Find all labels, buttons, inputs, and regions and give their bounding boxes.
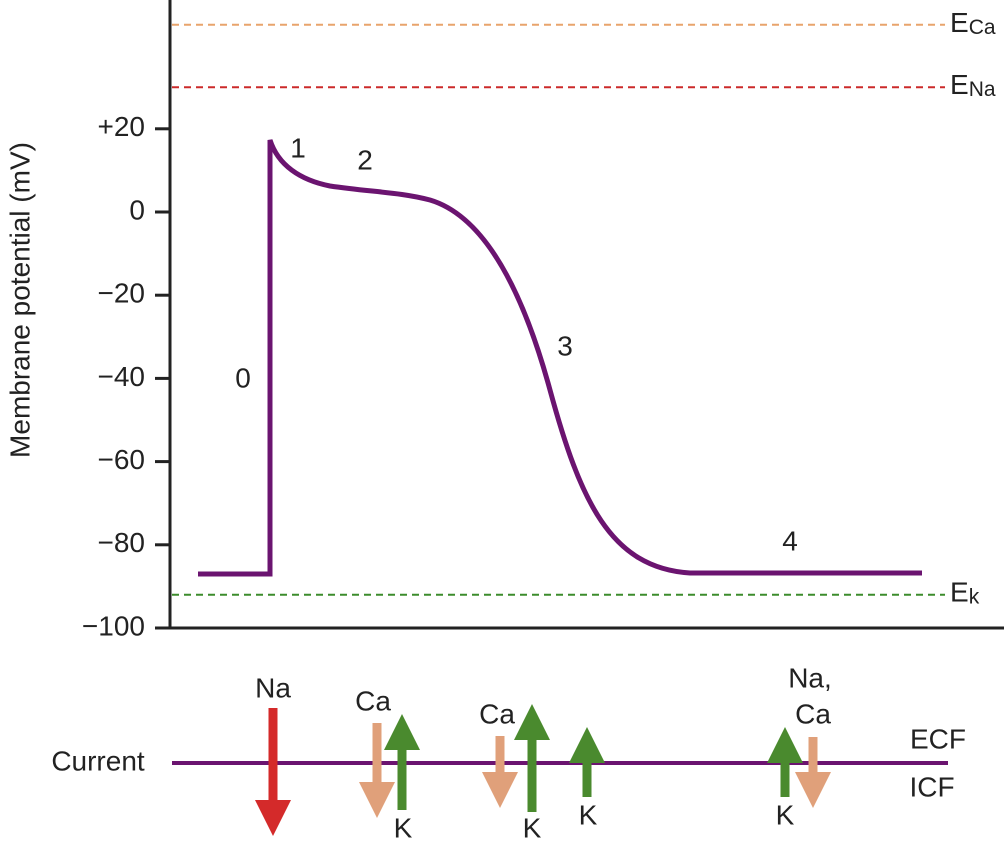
phase-label: 2	[357, 144, 373, 175]
equilibrium-label: ECa	[950, 7, 996, 38]
icf-label: ICF	[909, 771, 954, 802]
equilibrium-label: Ek	[950, 577, 980, 608]
ion-label: Ca	[355, 685, 391, 716]
y-tick-label: −40	[98, 361, 146, 392]
y-axis-label: Membrane potential (mV)	[4, 142, 35, 458]
equilibrium-letter: E	[950, 577, 969, 608]
y-tick-label: −20	[98, 278, 146, 309]
y-tick-label: −60	[98, 444, 146, 475]
y-tick-label: 0	[129, 194, 145, 225]
ion-label: Ca	[479, 698, 515, 729]
ion-label: K	[579, 799, 598, 830]
ion-label: Na,	[788, 662, 832, 693]
y-tick-label: −100	[82, 610, 145, 641]
ion-label: Na	[255, 672, 291, 703]
ion-label: K	[523, 812, 542, 843]
phase-label: 4	[782, 525, 798, 556]
phase-label: 0	[235, 362, 251, 393]
equilibrium-ion: k	[969, 585, 980, 608]
ecf-label: ECF	[910, 723, 966, 754]
current-panel: Current ECF ICF Na Ca K Ca K K Na, Ca K	[51, 662, 966, 843]
ion-label: K	[776, 799, 795, 830]
equilibrium-letter: E	[950, 70, 969, 101]
ion-label: Ca	[795, 698, 831, 729]
ion-label: K	[394, 812, 413, 843]
equilibrium-ion: Na	[969, 78, 996, 101]
equilibrium-label: ENa	[950, 70, 996, 101]
action-potential-curve	[198, 139, 922, 577]
y-tick-label: +20	[98, 111, 146, 142]
plot: Membrane potential (mV) 0 1 2 3 4 +20 0 −2…	[4, 0, 1004, 641]
phase-label: 3	[557, 330, 573, 361]
phase-label: 1	[290, 132, 306, 163]
equilibrium-letter: E	[950, 7, 969, 38]
y-tick-label: −80	[98, 527, 146, 558]
current-label: Current	[51, 745, 145, 776]
equilibrium-ion: Ca	[969, 15, 996, 38]
